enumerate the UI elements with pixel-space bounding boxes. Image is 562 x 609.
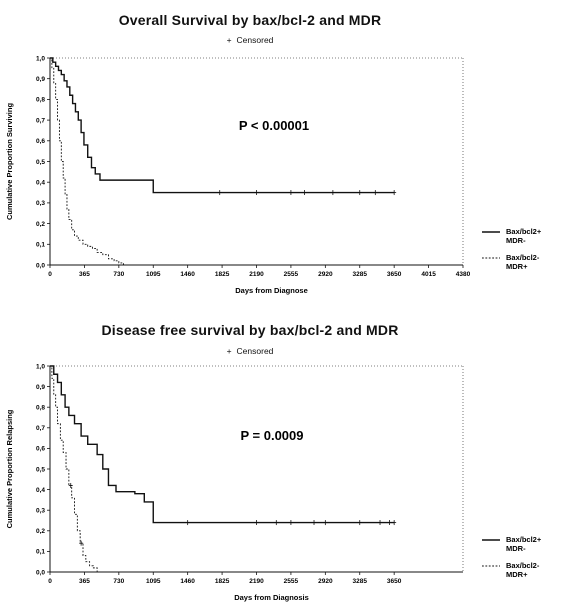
chart-title: Disease free survival by bax/bcl-2 and M… — [101, 322, 399, 338]
p-value-annotation: P < 0.00001 — [239, 118, 309, 133]
x-tick-label: 365 — [79, 271, 90, 278]
legend-label: MDR+ — [506, 570, 528, 579]
y-axis-label: Cumulative Proportion Surviving — [5, 103, 14, 221]
x-tick-label: 0 — [48, 271, 52, 278]
y-tick-label: 0,1 — [36, 242, 45, 249]
y-tick-label: 0,8 — [36, 97, 45, 104]
x-tick-label: 2555 — [284, 271, 299, 278]
y-tick-label: 0,8 — [36, 405, 45, 412]
x-tick-label: 1825 — [215, 271, 230, 278]
y-tick-label: 0,2 — [36, 221, 45, 228]
x-tick-label: 2190 — [249, 578, 264, 585]
legend-label: Bax/bcl2- — [506, 561, 540, 570]
survival-curve-bax-pos-mdr-neg — [50, 57, 395, 194]
x-tick-label: 2190 — [249, 271, 264, 278]
disease-free-survival-plot: 0,0 0,1 0,2 0,3 0,4 0,5 0,6 0,7 0,8 0,9 1,0 0 365 730… — [5, 363, 542, 602]
x-tick-label: 1460 — [180, 271, 195, 278]
y-tick-label: 0,4 — [36, 487, 45, 494]
x-tick-label: 1460 — [180, 578, 195, 585]
x-tick-label: 1095 — [146, 578, 161, 585]
censored-legend: + Censored — [0, 35, 500, 45]
censored-legend: + Censored — [0, 346, 500, 356]
x-tick-label: 1095 — [146, 271, 161, 278]
y-tick-label: 0,6 — [36, 446, 45, 453]
y-tick-label: 1,0 — [36, 363, 45, 370]
x-tick-label: 2555 — [284, 578, 299, 585]
y-tick-label: 0,7 — [36, 425, 45, 432]
disease-free-survival-chart: Disease free survival by bax/bcl-2 and M… — [0, 300, 562, 609]
y-tick-label: 0,9 — [36, 76, 45, 83]
legend-label: MDR- — [506, 236, 526, 245]
y-tick-label: 0,6 — [36, 138, 45, 145]
survival-curve-bax-pos-mdr-neg — [50, 365, 395, 524]
y-tick-label: 0,3 — [36, 200, 45, 207]
y-tick-label: 0,2 — [36, 528, 45, 535]
legend-label: Bax/bcl2- — [506, 253, 540, 262]
y-tick-label: 0,5 — [36, 466, 45, 473]
x-tick-label: 1825 — [215, 578, 230, 585]
x-axis-label: Days from Diagnose — [235, 286, 308, 295]
survival-curve-bax-neg-mdr-pos — [50, 365, 98, 572]
x-tick-label: 3285 — [353, 578, 368, 585]
y-axis-label: Cumulative Proportion Relapsing — [5, 409, 14, 528]
x-tick-label: 3285 — [353, 271, 368, 278]
y-tick-label: 0,9 — [36, 384, 45, 391]
censored-label: Censored — [236, 35, 274, 45]
overall-survival-plot: 0,0 0,1 0,2 0,3 0,4 0,5 0,6 0,7 0,8 0,9 1,0 0 365 730… — [5, 55, 542, 295]
censored-marker: + — [226, 35, 232, 45]
x-tick-label: 730 — [113, 578, 124, 585]
x-tick-label: 2920 — [318, 578, 333, 585]
legend-label: MDR- — [506, 544, 526, 553]
x-tick-label: 365 — [79, 578, 90, 585]
survival-curve-bax-neg-mdr-pos — [50, 57, 124, 265]
y-tick-label: 1,0 — [36, 55, 45, 62]
p-value-annotation: P = 0.0009 — [240, 428, 303, 443]
y-tick-label: 0,7 — [36, 117, 45, 124]
y-tick-label: 0,3 — [36, 508, 45, 515]
x-tick-label: 4015 — [421, 271, 436, 278]
x-tick-label: 730 — [113, 271, 124, 278]
y-tick-label: 0,0 — [36, 569, 45, 576]
x-tick-label: 4380 — [456, 271, 471, 278]
overall-survival-chart: Overall Survival by bax/bcl-2 and MDR + C… — [0, 0, 562, 300]
legend-label: MDR+ — [506, 262, 528, 271]
y-tick-label: 0,5 — [36, 159, 45, 166]
chart-title: Overall Survival by bax/bcl-2 and MDR — [118, 12, 382, 28]
legend-label: Bax/bcl2+ — [506, 227, 542, 236]
y-tick-label: 0,0 — [36, 262, 45, 269]
x-tick-label: 0 — [48, 578, 52, 585]
legend-label: Bax/bcl2+ — [506, 535, 542, 544]
x-tick-label: 3650 — [387, 271, 402, 278]
x-tick-label: 3650 — [387, 578, 402, 585]
censored-marker: + — [226, 346, 232, 356]
y-tick-label: 0,4 — [36, 180, 45, 187]
x-tick-label: 2920 — [318, 271, 333, 278]
y-tick-label: 0,1 — [36, 549, 45, 556]
x-axis-label: Days from Diagnosis — [234, 593, 309, 602]
censored-label: Censored — [236, 346, 274, 356]
